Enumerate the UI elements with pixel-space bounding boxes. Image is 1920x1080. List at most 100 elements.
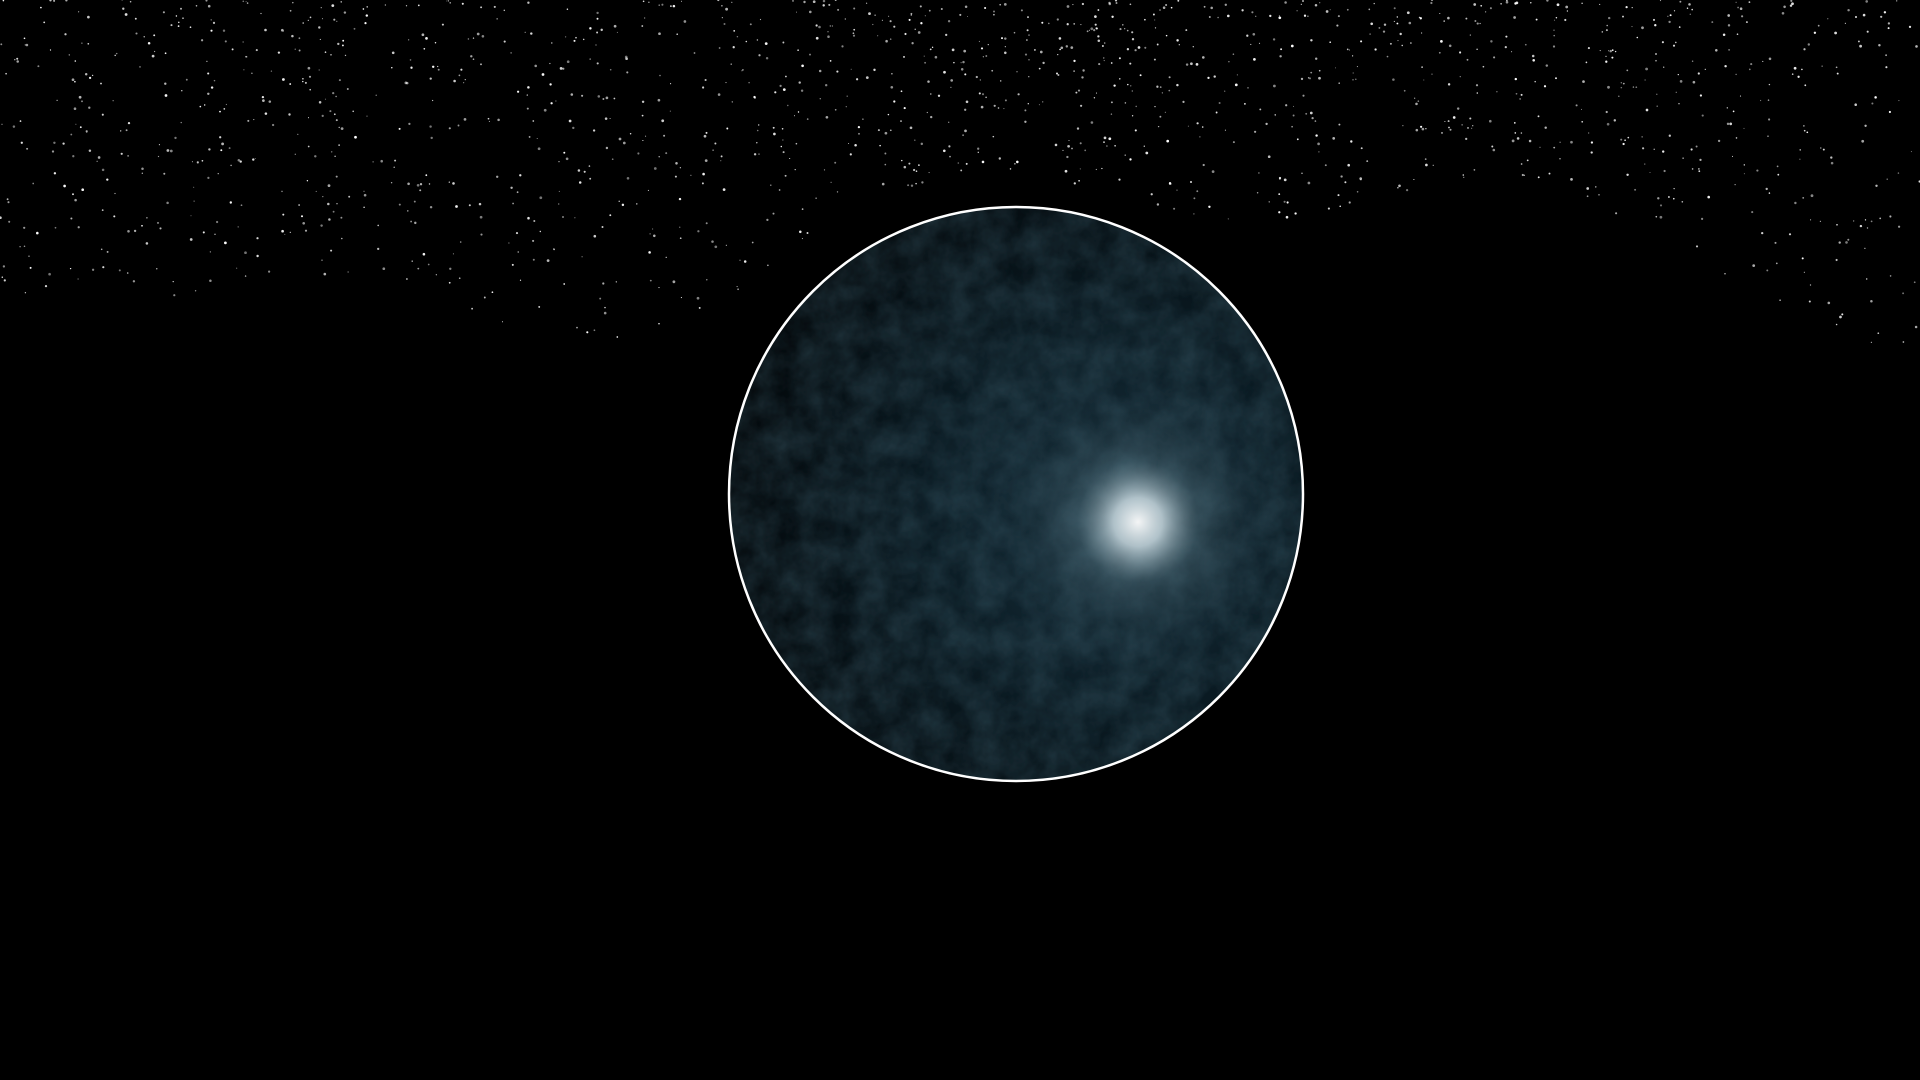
star — [1065, 45, 1069, 48]
star — [1607, 50, 1610, 52]
star — [1806, 131, 1809, 134]
star — [1752, 264, 1756, 267]
star — [330, 151, 333, 153]
star — [741, 70, 743, 72]
star — [1114, 0, 1118, 2]
star — [1176, 83, 1179, 87]
star — [884, 131, 888, 135]
star — [721, 5, 723, 7]
star — [458, 277, 461, 280]
star — [887, 113, 890, 116]
star — [834, 161, 837, 164]
star — [1124, 154, 1126, 156]
star — [70, 133, 73, 136]
star — [1078, 179, 1080, 182]
star — [87, 15, 90, 19]
star — [1838, 241, 1841, 244]
star — [1472, 125, 1474, 127]
star — [1137, 46, 1141, 49]
star — [1449, 128, 1452, 131]
star — [1236, 74, 1239, 76]
star — [1491, 145, 1494, 148]
star — [207, 72, 210, 75]
star — [1865, 278, 1868, 280]
star — [1419, 17, 1422, 20]
star — [318, 26, 321, 29]
star — [1864, 124, 1867, 127]
star — [217, 173, 219, 175]
star — [88, 76, 92, 80]
star — [1421, 127, 1425, 131]
star — [1575, 104, 1578, 107]
star — [1570, 140, 1573, 144]
star — [1103, 42, 1106, 44]
star — [1879, 217, 1882, 220]
star — [980, 47, 984, 50]
star — [182, 17, 184, 19]
star — [865, 2, 868, 4]
star — [966, 15, 969, 18]
planet[interactable] — [727, 205, 1305, 783]
star — [568, 119, 572, 123]
star — [1038, 104, 1040, 106]
star — [1417, 100, 1420, 102]
star — [526, 107, 529, 110]
star — [302, 80, 304, 83]
star — [1003, 3, 1007, 6]
star — [1232, 141, 1235, 144]
star — [1608, 16, 1611, 20]
star — [1656, 93, 1658, 96]
star — [1392, 78, 1395, 81]
star — [787, 104, 789, 107]
star — [1534, 80, 1536, 83]
star — [487, 117, 490, 120]
star — [1659, 215, 1663, 219]
star — [237, 158, 241, 162]
star — [64, 33, 67, 36]
star — [330, 249, 333, 252]
star — [1131, 115, 1134, 117]
star — [1156, 85, 1159, 88]
star — [1170, 6, 1173, 9]
star — [1726, 122, 1730, 126]
star — [1129, 158, 1132, 161]
star — [1654, 24, 1657, 27]
star — [1897, 225, 1901, 228]
star — [102, 266, 105, 269]
star — [665, 152, 668, 155]
star — [51, 150, 55, 153]
star — [1530, 2, 1532, 4]
star — [210, 86, 214, 89]
star — [1484, 11, 1487, 13]
star — [611, 158, 614, 161]
star — [307, 66, 311, 70]
star — [818, 69, 822, 73]
star — [1129, 3, 1132, 6]
star — [207, 92, 210, 96]
star — [1016, 160, 1019, 164]
star — [1732, 110, 1735, 113]
star — [1396, 22, 1399, 25]
star — [1193, 197, 1196, 200]
star — [1156, 43, 1159, 46]
star — [141, 224, 143, 227]
star — [1307, 181, 1311, 185]
star — [1729, 122, 1733, 126]
star — [1226, 14, 1230, 18]
star — [1902, 341, 1905, 343]
star — [1799, 149, 1801, 151]
star — [1135, 105, 1137, 108]
star — [1356, 66, 1358, 68]
star — [527, 216, 530, 220]
star — [71, 78, 75, 82]
star — [309, 88, 311, 91]
star — [795, 11, 798, 13]
star — [1622, 82, 1625, 85]
star — [1314, 4, 1318, 7]
star — [114, 54, 116, 57]
star — [1378, 26, 1381, 29]
star — [56, 99, 58, 102]
star — [1310, 39, 1313, 42]
